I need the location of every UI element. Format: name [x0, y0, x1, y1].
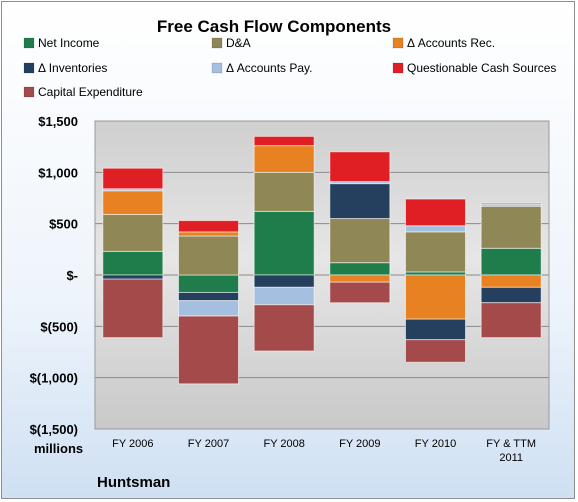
bars [102, 135, 542, 385]
legend-swatch [23, 62, 35, 74]
y-axis-ticks: $1,500 $1,000 $500 $- $(500) $(1,000) $(1,500) [30, 114, 78, 437]
bar-segment-net-income [178, 274, 239, 293]
bar-segment-d-a [480, 205, 542, 249]
legend-label: Capital Expenditure [38, 85, 143, 99]
legend-item-inventories: Δ Inventories [23, 61, 107, 75]
y-tick-label: $(1,500) [30, 422, 78, 437]
bar-segment-d-a [329, 218, 391, 264]
bar-segment-net-income [102, 250, 164, 276]
legend-label: Δ Accounts Pay. [226, 61, 313, 75]
y-tick-label: $500 [49, 217, 78, 232]
bar-segment-accounts-rec [102, 190, 164, 215]
bar-segment-questionable-cash-sources [253, 135, 315, 147]
legend-label: Questionable Cash Sources [407, 61, 556, 75]
chart-title: Free Cash Flow Components [157, 17, 391, 36]
bar-segment-d-a [178, 235, 239, 276]
legend-swatch [211, 37, 223, 49]
y-tick-label: $(1,000) [30, 371, 78, 386]
legend-swatch [23, 86, 35, 98]
bar-segment-capital-expenditure [178, 315, 239, 385]
bar-segment-questionable-cash-sources [480, 202, 542, 205]
bar-segment-capital-expenditure [253, 304, 315, 352]
bar-segment-d-a [405, 231, 466, 273]
y-tick-label: $(500) [40, 319, 78, 334]
bar-segment-net-income [329, 262, 391, 276]
bar-segment-net-income [253, 210, 315, 276]
legend-label: Δ Inventories [38, 61, 107, 75]
bar-segment-questionable-cash-sources [329, 151, 391, 183]
legend-item-net-income: Net Income [23, 36, 100, 50]
bar-segment-inventories [405, 318, 466, 341]
legend-label: Net Income [38, 36, 100, 50]
bar-segment-d-a [102, 213, 164, 252]
bar-segment-inventories [480, 286, 542, 304]
bar-segment-capital-expenditure [329, 281, 391, 304]
x-tick-label: FY 2006 [112, 438, 153, 450]
bar-segment-questionable-cash-sources [102, 167, 164, 190]
x-tick-label: FY 2009 [339, 438, 380, 450]
legend-item-capital-expenditure: Capital Expenditure [23, 85, 143, 99]
bar-segment-capital-expenditure [102, 278, 164, 339]
legend-label: D&A [226, 36, 251, 50]
bar-segment-accounts-rec [480, 274, 542, 288]
legend-item-questionable-cash-sources: Questionable Cash Sources [392, 61, 556, 75]
bar-segment-accounts-pay [405, 225, 466, 233]
bar-segment-inventories [178, 291, 239, 302]
x-tick-label: FY 2010 [415, 438, 456, 450]
bar-segment-capital-expenditure [405, 339, 466, 363]
company-label: Huntsman [97, 474, 170, 491]
bar-segment-accounts-rec [253, 145, 315, 173]
legend-item-accounts-rec: Δ Accounts Rec. [392, 36, 495, 50]
gridlines [95, 171, 549, 379]
bar-segment-questionable-cash-sources [178, 220, 239, 233]
bar-segment-accounts-rec [329, 274, 391, 283]
legend-swatch [23, 37, 35, 49]
bar-segment-inventories [329, 183, 391, 220]
bar-segment-accounts-rec [178, 231, 239, 237]
bar-segment-inventories [102, 274, 164, 280]
x-tick-label: FY 2007 [188, 438, 229, 450]
bar-segment-d-a [253, 171, 315, 212]
legend-item-d-a: D&A [211, 36, 251, 50]
y-tick-label: $1,500 [38, 114, 78, 129]
bar-segment-questionable-cash-sources [405, 198, 466, 227]
legend-label: Δ Accounts Rec. [407, 36, 495, 50]
legend-item-accounts-pay: Δ Accounts Pay. [211, 61, 313, 75]
x-tick-label: FY 2008 [263, 438, 304, 450]
bar-segment-inventories [253, 274, 315, 288]
unit-label: millions [34, 441, 83, 456]
y-tick-label: $- [66, 268, 78, 283]
x-axis-ticks: FY 2006 FY 2007 FY 2008 FY 2009 FY 2010 FY & … [112, 438, 536, 464]
legend: Net Income D&A Δ Accounts Rec. Δ Inventorie… [23, 36, 556, 99]
legend-swatch [392, 37, 404, 49]
x-tick-label: FY & TTM 2011 [486, 438, 536, 464]
legend-swatch [211, 62, 223, 74]
legend-swatch [392, 62, 404, 74]
bar-segment-capital-expenditure [480, 302, 542, 339]
bar-segment-accounts-pay [178, 300, 239, 317]
bar-segment-accounts-pay [253, 286, 315, 306]
bar-segment-accounts-rec [405, 274, 466, 320]
y-tick-label: $1,000 [38, 165, 78, 180]
bar-segment-net-income [480, 247, 542, 276]
